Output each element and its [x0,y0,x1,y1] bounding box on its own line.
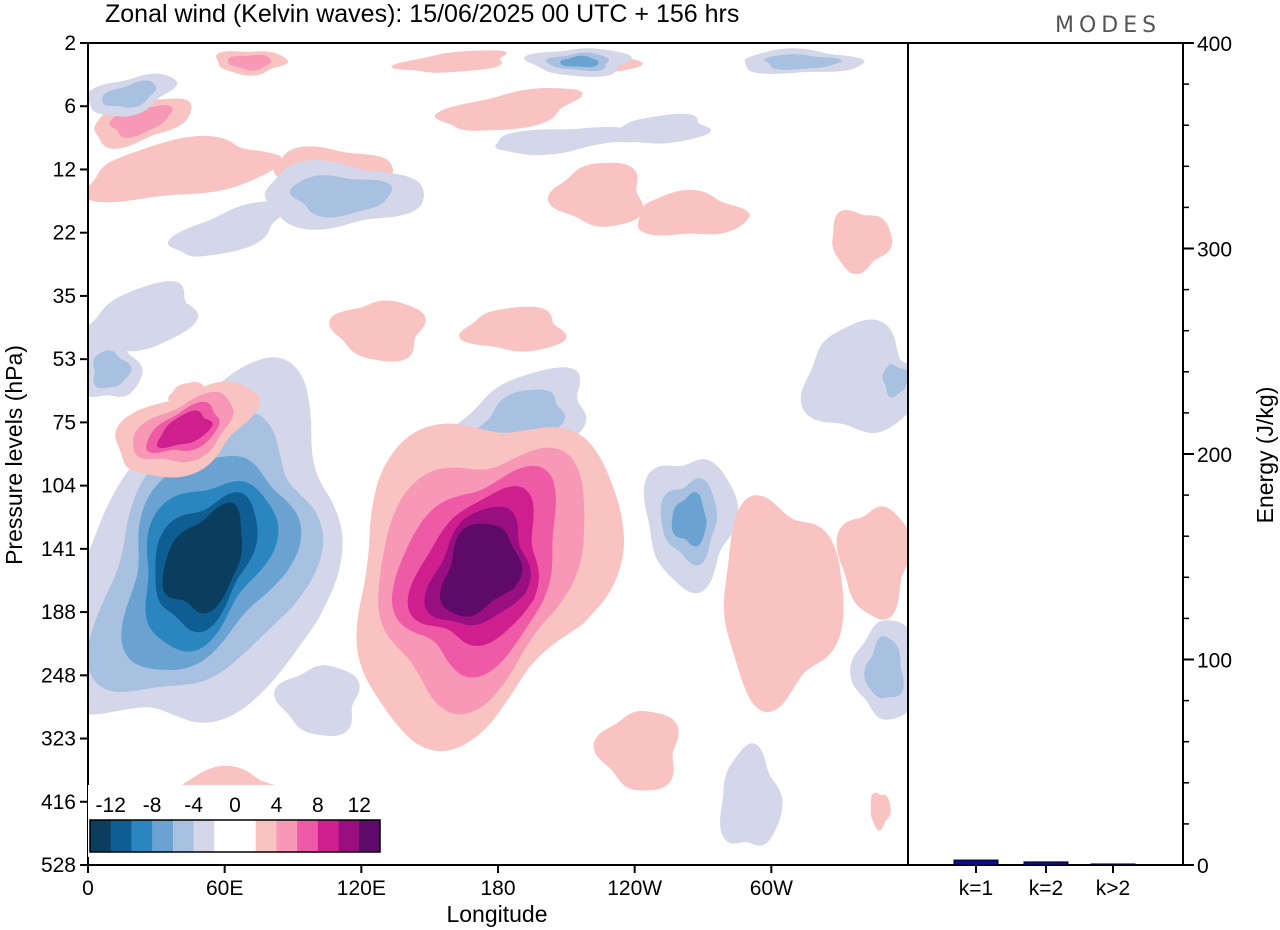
colorbar-tick-label: 4 [271,794,283,817]
contour-band [458,306,567,352]
energy-frame [907,42,1184,866]
x-tick-label: 120W [607,877,662,900]
x-tick-label: 120E [337,877,386,900]
y-tick-label: 188 [41,601,76,624]
energy-axis-label: Energy (J/kg) [1252,387,1278,524]
longitude-axis: 0 60E 120E 180 120W 60W [82,865,793,900]
contour-band [102,80,157,108]
contour-band [882,364,908,398]
contour-band [167,201,290,257]
contour-field [88,48,908,846]
contour-band [88,281,199,352]
contour-band [764,54,842,70]
colorbar-swatch [214,820,236,852]
colorbar-tick-label: -4 [184,794,203,817]
contour-band [836,506,908,620]
y-tick-label: 104 [41,475,76,498]
y-tick-label: 248 [41,664,76,687]
pressure-axis: 2 6 12 22 35 53 75 104 141 188 248 323 416 528 [41,32,88,877]
contour-band [274,665,360,736]
colorbar-tick-label: -8 [143,794,162,817]
contour-band [832,209,893,275]
x-tick-label: 0 [82,877,94,900]
energy-axis: 0 100 200 300 400 [1183,33,1232,878]
colorbar-swatch [172,820,195,852]
contour-band [723,495,844,713]
y-tick-label: 12 [53,158,76,181]
colorbar-legend: -12 -8 -4 0 4 8 12 [88,785,384,857]
colorbar-border [89,819,381,853]
energy-bar-label: k=1 [959,877,993,900]
colorbar-swatch [193,820,215,852]
contour-band [162,502,243,614]
contour-band [157,410,213,449]
colorbar-swatch [152,820,174,852]
y-tick-label: 323 [41,728,76,751]
y-tick-label: 35 [53,285,76,308]
contour-band [800,319,908,434]
colorbar-swatch [359,820,381,852]
colorbar-swatch [110,820,132,852]
colorbar-swatch [317,820,340,852]
x-tick-label: 60E [206,877,243,900]
modes-logo: MODES [1055,13,1161,38]
y-tick-label: 528 [41,854,76,877]
contour-band [870,792,891,831]
contour-band [439,523,523,617]
contour-band [547,162,644,227]
y-tick-label: 75 [53,411,76,434]
colorbar-swatch [131,820,153,852]
energy-tick-label: 0 [1197,855,1209,878]
y-tick-label: 6 [64,95,76,118]
contour-band [603,113,711,144]
y-tick-label: 141 [41,538,76,561]
y-tick-label: 2 [64,32,76,55]
colorbar-swatch [255,820,277,852]
contour-band [93,350,132,389]
energy-bars: k=1 k=2 k>2 [953,859,1136,900]
colorbar-tick-label: -12 [96,794,126,817]
colorbar-swatch [297,820,319,852]
contour-band [671,492,707,547]
energy-tick-label: 100 [1197,650,1232,673]
contour-band [391,50,507,73]
contour-band [227,54,272,71]
contour-band [560,55,599,68]
colorbar-swatch [90,820,112,852]
colorbar-tick-label: 8 [312,794,324,817]
contour-band [434,87,583,131]
y-tick-label: 416 [41,791,76,814]
colorbar-swatch [235,820,257,852]
chart-title: Zonal wind (Kelvin waves): 15/06/2025 00… [105,0,739,28]
y-tick-label: 53 [53,348,76,371]
energy-tick-label: 300 [1197,239,1232,262]
contour-band [864,636,904,699]
colorbar-swatch [338,820,360,852]
energy-bar-label: k>2 [1096,877,1130,900]
colorbar-tick-label: 0 [229,794,241,817]
y-axis-label: Pressure levels (hPa) [1,345,27,565]
contour-band [289,175,393,218]
x-tick-label: 60W [750,877,793,900]
energy-bar-1 [953,859,999,866]
colorbar-tick-label: 12 [348,794,371,817]
energy-bar-label: k=2 [1029,877,1063,900]
contour-band [593,710,679,791]
y-tick-label: 22 [53,222,76,245]
energy-tick-label: 400 [1197,33,1232,56]
x-tick-label: 180 [480,877,515,900]
x-axis-label: Longitude [446,901,547,927]
colorbar-swatch [276,820,298,852]
contour-band [88,135,282,203]
energy-bar-2 [1023,861,1069,866]
contour-band [720,743,783,846]
contour-band [637,189,751,236]
contour-band [329,300,426,362]
contour-band [495,126,635,156]
energy-tick-label: 200 [1197,444,1232,467]
energy-bar-3 [1090,863,1136,866]
